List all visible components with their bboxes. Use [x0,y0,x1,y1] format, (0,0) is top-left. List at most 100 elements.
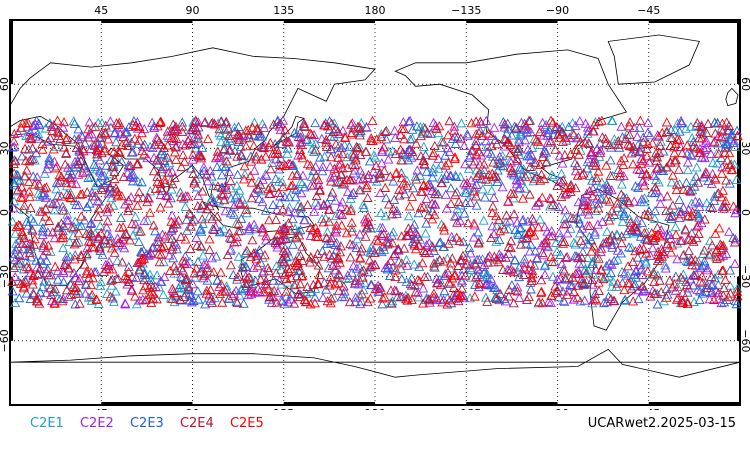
obs-point-c2e2 [128,172,139,182]
obs-point-c2e5 [38,238,49,248]
obs-point-c2e2 [554,228,565,238]
obs-point-c2e5 [522,232,533,242]
obs-point-c2e4 [701,127,712,137]
obs-point-c2e2 [635,260,646,270]
obs-point-c2e4 [47,227,58,237]
obs-point-c2e4 [274,159,285,170]
obs-point-c2e2 [391,208,402,218]
obs-point-c2e4 [578,168,589,178]
obs-point-c2e3 [215,226,226,236]
obs-point-c2e5 [657,246,668,256]
obs-point-c2e1 [37,281,48,292]
obs-point-c2e3 [229,209,239,219]
obs-point-c2e3 [189,214,200,224]
obs-point-c2e3 [168,253,179,263]
obs-point-c2e4 [148,166,159,176]
obs-point-c2e5 [499,133,510,144]
obs-point-c2e5 [525,226,536,236]
obs-point-c2e4 [624,278,635,288]
obs-point-c2e3 [531,171,542,181]
obs-point-c2e4 [152,171,163,181]
obs-point-c2e4 [265,164,276,174]
obs-point-c2e4 [453,295,464,306]
obs-point-c2e2 [448,290,459,300]
obs-point-c2e3 [724,125,735,135]
obs-point-c2e5 [612,278,623,288]
obs-point-c2e5 [29,234,40,244]
obs-point-c2e2 [418,283,429,293]
obs-point-c2e4 [148,288,159,298]
obs-point-c2e5 [662,238,673,249]
obs-point-c2e1 [69,195,80,205]
obs-point-c2e4 [510,143,521,153]
obs-point-c2e1 [436,136,447,146]
obs-point-c2e4 [344,296,355,307]
obs-point-c2e1 [239,169,250,179]
obs-point-c2e4 [59,142,70,152]
obs-point-c2e5 [291,232,302,242]
obs-point-c2e5 [709,136,720,146]
obs-point-c2e3 [315,152,326,162]
obs-point-c2e1 [319,151,330,161]
obs-point-c2e4 [162,126,173,136]
obs-point-c2e5 [330,279,341,289]
obs-point-c2e1 [170,218,181,228]
obs-point-c2e2 [670,285,681,295]
obs-point-c2e5 [41,245,52,255]
obs-point-c2e5 [352,143,363,153]
obs-point-c2e2 [342,270,353,280]
obs-point-c2e1 [97,117,107,128]
obs-point-c2e5 [682,279,693,290]
obs-point-c2e5 [159,174,170,184]
obs-point-c2e4 [626,224,637,234]
obs-point-c2e3 [522,216,533,226]
obs-point-c2e3 [39,276,50,286]
obs-point-c2e4 [185,243,196,254]
obs-point-c2e5 [109,146,119,156]
obs-point-c2e5 [484,169,494,179]
obs-point-c2e5 [669,155,680,165]
obs-point-c2e5 [716,168,727,178]
obs-point-c2e5 [466,118,477,128]
obs-point-c2e4 [146,247,156,258]
obs-point-c2e4 [167,233,177,243]
obs-point-c2e5 [202,263,212,273]
obs-point-c2e4 [688,270,699,280]
obs-point-c2e3 [405,134,416,144]
obs-point-c2e5 [313,174,324,185]
obs-point-c2e5 [601,160,612,170]
obs-point-c2e5 [17,238,28,249]
obs-point-c2e5 [450,269,461,279]
obs-point-c2e5 [670,138,681,148]
obs-point-c2e5 [531,135,542,145]
obs-point-c2e2 [480,280,491,290]
obs-point-c2e3 [691,171,701,181]
obs-point-c2e4 [297,255,308,266]
obs-point-c2e2 [692,284,703,294]
obs-point-c2e4 [71,237,82,247]
obs-point-c2e2 [449,121,460,131]
obs-point-c2e5 [533,222,544,232]
obs-point-c2e1 [180,201,191,211]
obs-point-c2e1 [666,177,677,187]
obs-point-c2e3 [681,177,692,187]
obs-point-c2e5 [346,129,357,139]
obs-point-c2e3 [251,154,261,164]
obs-point-c2e4 [354,184,365,195]
obs-point-c2e5 [57,296,68,306]
obs-point-c2e4 [390,248,400,258]
obs-point-c2e5 [113,237,124,248]
obs-point-c2e4 [326,152,337,162]
obs-point-c2e2 [85,143,96,154]
obs-point-c2e4 [444,116,455,126]
obs-point-c2e5 [369,247,380,257]
obs-point-c2e4 [293,261,304,271]
obs-point-c2e1 [403,211,414,221]
obs-point-c2e3 [58,220,69,230]
obs-point-c2e5 [562,289,572,299]
obs-point-c2e5 [628,159,639,169]
obs-point-c2e3 [91,266,102,277]
obs-point-c2e5 [252,261,263,271]
obs-point-c2e2 [380,262,391,272]
obs-point-c2e5 [366,133,377,143]
